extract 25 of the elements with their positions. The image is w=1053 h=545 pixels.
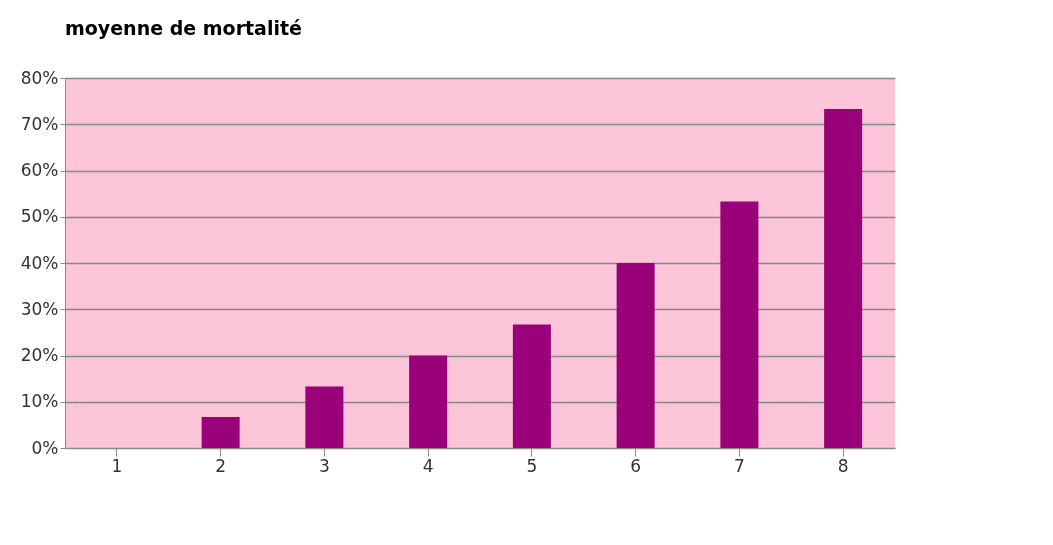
y-tick-label: 0% xyxy=(31,437,59,458)
bar xyxy=(616,263,655,448)
y-tick-label: 50% xyxy=(20,206,59,227)
x-tick-label: 3 xyxy=(318,455,330,476)
y-tick-label: 60% xyxy=(20,160,59,180)
chart-title: moyenne de mortalité xyxy=(65,17,302,39)
bar xyxy=(824,108,863,448)
x-tick-label: 1 xyxy=(111,455,123,476)
bar xyxy=(512,324,551,448)
x-tick-label: 5 xyxy=(526,455,538,476)
bar xyxy=(720,201,759,448)
y-tick-label: 10% xyxy=(20,391,59,412)
y-tick-label: 40% xyxy=(20,252,59,273)
y-tick-label: 80% xyxy=(20,67,59,88)
y-tick-label: 70% xyxy=(20,113,59,134)
y-tick-label: 30% xyxy=(20,298,59,319)
bar xyxy=(409,355,448,448)
bar xyxy=(201,417,240,448)
x-tick-label: 6 xyxy=(630,455,642,476)
x-tick-label: 8 xyxy=(837,455,849,476)
x-tick-label: 7 xyxy=(733,455,745,476)
x-tick-label: 2 xyxy=(215,455,227,476)
x-tick-label: 4 xyxy=(422,455,434,476)
bar xyxy=(305,386,344,448)
y-tick-label: 20% xyxy=(20,345,59,365)
